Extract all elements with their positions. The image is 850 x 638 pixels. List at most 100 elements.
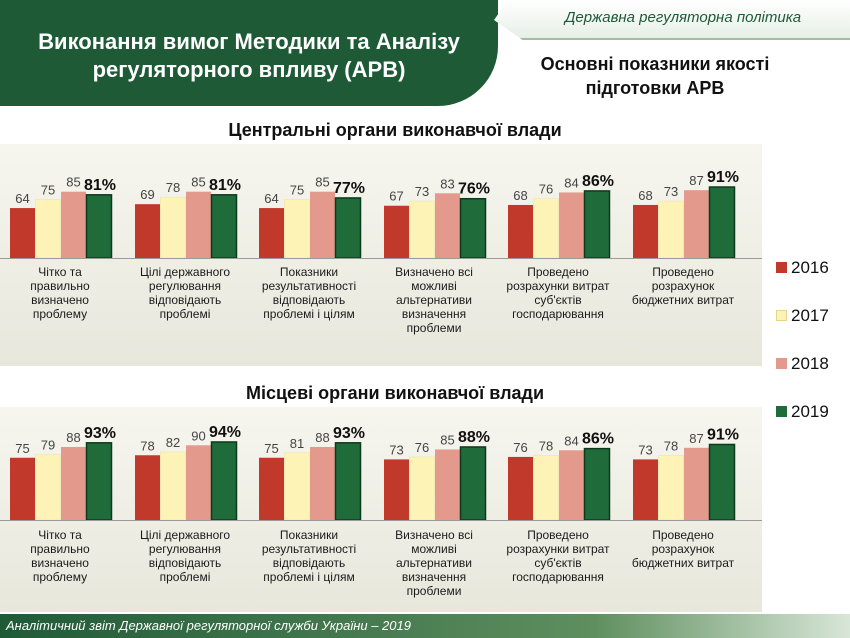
chart2-label-2016-1: 78 — [140, 438, 154, 453]
category-line: Чітко та — [38, 528, 82, 542]
chart2-bar-2017-0 — [35, 454, 61, 520]
chart2-label-2019-2: 93% — [333, 425, 365, 442]
category-line: Проведено — [527, 528, 589, 542]
chart1-bar-2017-5 — [658, 200, 684, 258]
chart2-label-2016-0: 75 — [15, 441, 29, 456]
chart1-bar-2018-4 — [559, 192, 584, 258]
category-line: проблему — [32, 570, 88, 584]
chart1-divider — [0, 258, 762, 259]
chart2-label-2017-2: 81 — [290, 436, 304, 451]
chart1-label-2019-3: 76% — [458, 181, 490, 198]
category-line: регулювання — [148, 279, 222, 293]
chart1-label-2017-2: 75 — [290, 183, 304, 198]
chart1-category-label-2: Показники результативності відповідають про… — [247, 265, 371, 321]
category-line: проблеми — [406, 321, 462, 335]
chart2-bar-2018-4 — [559, 450, 584, 520]
chart1-label-2017-3: 73 — [415, 184, 429, 199]
chart1-label-2018-5: 87 — [689, 173, 703, 188]
category-line: розрахунок — [651, 279, 715, 293]
footer-text: Аналітичний звіт Державної регуляторної … — [6, 618, 411, 633]
chart1-label-2019-1: 81% — [209, 177, 241, 194]
category-line: Проведено — [652, 528, 714, 542]
chart2-bar-2017-2 — [284, 452, 310, 520]
legend-label-2016: 2016 — [791, 258, 829, 277]
chart1-label-2016-3: 67 — [389, 189, 403, 204]
chart2-label-2017-1: 82 — [166, 435, 180, 450]
category-line: можливі — [411, 279, 457, 293]
legend-label-2018: 2018 — [791, 354, 829, 373]
chart2-category-label-5: Проведено розрахунок бюджетних витрат — [621, 528, 745, 570]
policy-label: Державна регуляторна політика — [564, 9, 802, 26]
category-line: Чітко та — [38, 265, 82, 279]
category-line: визначено — [31, 556, 89, 570]
chart2-label-2019-1: 94% — [209, 424, 241, 441]
category-line: відповідають — [272, 293, 346, 307]
category-line: Визначено всі — [395, 265, 473, 279]
chart1-label-2016-4: 68 — [513, 188, 527, 203]
chart1-bar-2018-0 — [61, 191, 86, 258]
legend-swatch-2017 — [776, 310, 787, 321]
category-line: відповідають — [148, 293, 222, 307]
chart1-category-label-5: Проведено розрахунок бюджетних витрат — [621, 265, 745, 307]
category-line: Цілі державного — [139, 528, 231, 542]
category-line: альтернативи — [395, 293, 472, 307]
header-title: Виконання вимог Методики та Аналізу регу… — [38, 29, 460, 82]
chart1-label-2018-1: 85 — [191, 175, 205, 190]
category-line: розрахунок — [651, 542, 715, 556]
category-line: Показники — [279, 265, 339, 279]
legend-swatch-2018 — [776, 358, 787, 369]
chart1-bar-2017-3 — [409, 200, 435, 258]
category-line: Цілі державного — [139, 265, 231, 279]
chart1-bar-2019-3 — [459, 197, 487, 258]
category-line: Проведено — [527, 265, 589, 279]
chart1-bar-2018-3 — [435, 193, 460, 258]
chart2-label-2019-0: 93% — [84, 425, 116, 442]
category-line: результативності — [261, 279, 357, 293]
chart1-bar-2017-2 — [284, 199, 310, 258]
legend-label-2019: 2019 — [791, 402, 829, 421]
chart2-label-2018-3: 85 — [440, 432, 454, 447]
chart1-label-2018-4: 84 — [564, 175, 578, 190]
chart1-bar-2019-2 — [334, 197, 362, 258]
chart2-bar-2018-0 — [61, 446, 86, 520]
chart1-label-2019-5: 91% — [707, 169, 739, 186]
chart2-bar-2019-2 — [334, 442, 362, 520]
chart2-category-label-0: Чітко та правильно визначено проблему — [0, 528, 122, 584]
chart1-bar-2017-1 — [160, 196, 186, 258]
chart2-category-label-4: Проведено розрахунки витрат суб'єктів госпо… — [496, 528, 620, 584]
chart2-label-2019-3: 88% — [458, 429, 490, 446]
chart2-bar-2016-5 — [633, 459, 658, 520]
chart1-bar-2018-2 — [310, 191, 335, 258]
category-line: можливі — [411, 542, 457, 556]
chart1-label-2018-3: 83 — [440, 176, 454, 191]
chart2-divider — [0, 520, 762, 521]
chart1-bar-2019-4 — [583, 190, 611, 258]
category-line: бюджетних витрат — [631, 556, 735, 570]
legend-swatch-2016 — [776, 262, 787, 273]
chart2-bar-2016-3 — [384, 459, 409, 520]
chart1-label-2017-5: 73 — [664, 184, 678, 199]
chart2-label-2016-3: 73 — [389, 442, 403, 457]
category-line: визначення — [401, 570, 467, 584]
category-line: суб'єктів — [534, 556, 582, 570]
chart2-label-2017-0: 79 — [41, 437, 55, 452]
page-subtitle: Основні показники якості підготовки АРВ — [540, 54, 770, 98]
policy-banner: Державна регуляторна політика — [494, 0, 850, 40]
chart2-bar-2019-3 — [459, 446, 487, 520]
chart2-bar-2018-3 — [435, 449, 460, 520]
category-line: альтернативи — [395, 556, 472, 570]
chart2-bar-2016-2 — [259, 457, 284, 520]
chart2-bar-2019-1 — [210, 441, 238, 520]
category-line: бюджетних витрат — [631, 293, 735, 307]
chart2-category-label-3: Визначено всі можливі альтернативи визначен… — [372, 528, 496, 598]
chart2-bar-2019-5 — [708, 443, 736, 520]
chart1-bar-2016-0 — [10, 208, 35, 258]
chart2-label-2016-5: 73 — [638, 442, 652, 457]
chart1-bar-2017-4 — [533, 198, 559, 258]
category-line: господарювання — [512, 307, 604, 321]
chart1-bar-2016-3 — [384, 205, 409, 258]
chart1-label-2018-0: 85 — [66, 175, 80, 190]
category-line: визначення — [401, 307, 467, 321]
chart1-bar-2016-4 — [508, 204, 533, 258]
chart1-label-2017-1: 78 — [166, 180, 180, 195]
